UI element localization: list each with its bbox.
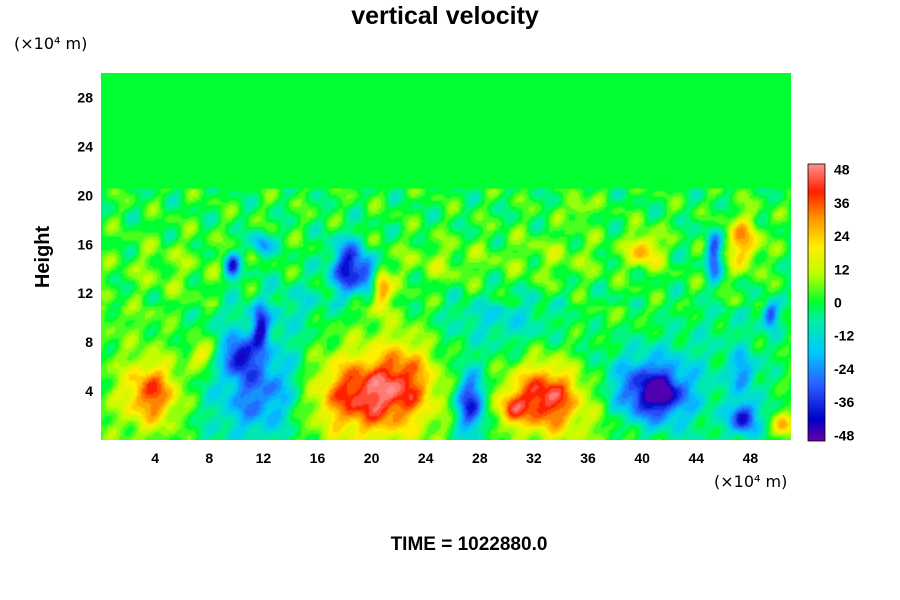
x-tick-label: 36 (580, 450, 596, 466)
y-tick-label: 4 (85, 383, 93, 399)
time-label: TIME = 1022880.0 (391, 534, 548, 555)
colorbar-tick-label: -48 (834, 427, 854, 443)
y-tick-label: 28 (77, 89, 93, 105)
colorbar (807, 163, 826, 442)
x-tick-label: 28 (472, 450, 488, 466)
y-tick-label: 12 (77, 285, 93, 301)
y-tick-label: 16 (77, 236, 93, 252)
x-tick-label: 48 (743, 450, 759, 466)
x-axis-ticks: 4 8 12 16 20 24 28 32 36 40 44 48 (151, 450, 758, 466)
chart-title: vertical velocity (351, 2, 539, 30)
x-tick-label: 24 (418, 450, 434, 466)
y-unit-label: (×10⁴ m) (14, 34, 87, 53)
y-tick-label: 8 (85, 334, 93, 350)
y-axis-ticks: 4 8 12 16 20 24 28 (77, 89, 93, 399)
colorbar-tick-label: 0 (834, 295, 842, 311)
x-tick-label: 12 (256, 450, 272, 466)
y-axis-label: Height (32, 226, 54, 289)
colorbar-tick-label: -24 (834, 361, 854, 377)
x-tick-label: 44 (689, 450, 705, 466)
colorbar-tick-label: 12 (834, 261, 850, 277)
x-tick-label: 16 (310, 450, 326, 466)
colorbar-ticks: 48 36 24 12 0 -12 -24 -36 -48 (834, 162, 854, 444)
colorbar-tick-label: 36 (834, 195, 850, 211)
velocity-field (101, 73, 791, 440)
y-tick-label: 24 (77, 138, 93, 154)
x-unit-label: (×10⁴ m) (714, 472, 787, 491)
y-tick-label: 20 (77, 187, 93, 203)
colorbar-tick-label: 48 (834, 162, 850, 178)
colorbar-tick-label: 24 (834, 228, 850, 244)
x-tick-label: 8 (205, 450, 213, 466)
x-tick-label: 20 (364, 450, 380, 466)
x-tick-label: 40 (634, 450, 650, 466)
x-tick-label: 32 (526, 450, 542, 466)
colorbar-tick-label: -36 (834, 394, 854, 410)
colorbar-tick-label: -12 (834, 328, 854, 344)
x-tick-label: 4 (151, 450, 159, 466)
